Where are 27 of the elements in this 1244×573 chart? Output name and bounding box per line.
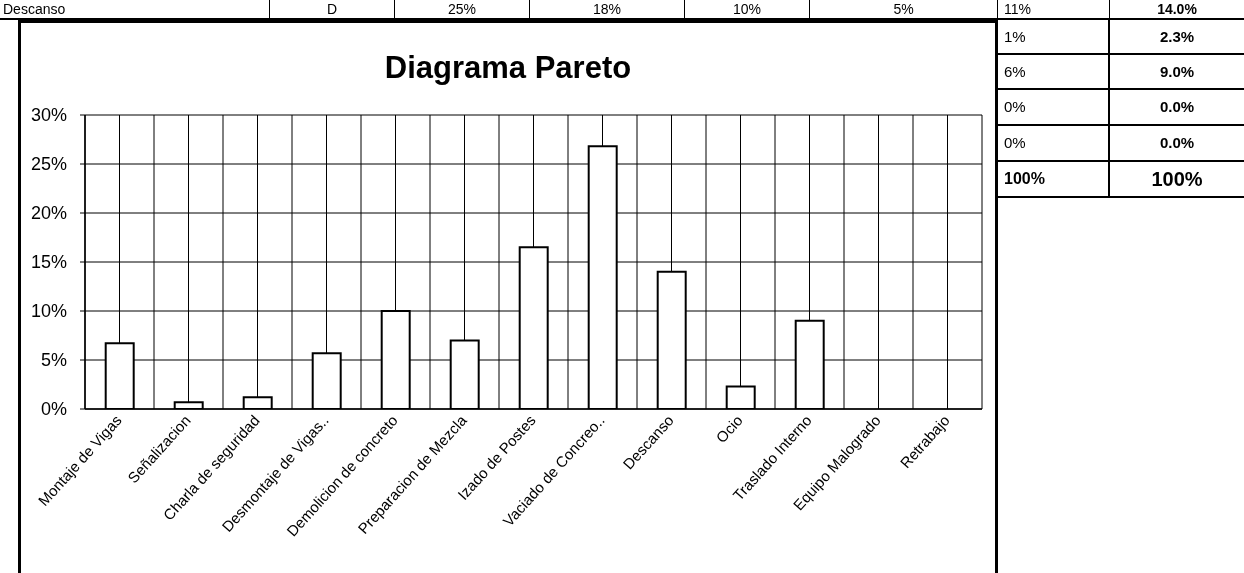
text: 11% — [1004, 1, 1031, 17]
y-tick-label: 30% — [30, 105, 67, 126]
text: 6% — [1004, 61, 1026, 82]
text: 0% — [1004, 97, 1026, 117]
text: 25% — [447, 1, 477, 17]
text: 2.3% — [1159, 26, 1195, 47]
y-tick-label: 15% — [30, 252, 67, 273]
text: D — [326, 1, 338, 17]
text: 0% — [1004, 133, 1026, 153]
text: 1% — [1004, 26, 1026, 47]
text: 100% — [1151, 168, 1203, 190]
text: 9.0% — [1159, 61, 1195, 82]
text: 0.0% — [1159, 97, 1195, 117]
y-tick-label: 20% — [30, 203, 67, 224]
text: 0.0% — [1159, 133, 1195, 153]
text: 10% — [732, 1, 762, 17]
text: 100% — [1004, 169, 1045, 189]
x-tick-label: Ocio — [712, 411, 746, 446]
text: Descanso — [3, 1, 66, 17]
y-tick-label: 0% — [40, 399, 67, 420]
text: 18% — [592, 1, 622, 17]
y-tick-label: 25% — [30, 154, 67, 175]
text: 14.0% — [1157, 1, 1197, 17]
chart-title: Diagrama Pareto — [384, 50, 632, 85]
y-tick-label: 10% — [30, 301, 67, 322]
text: 5% — [893, 1, 914, 17]
y-tick-label: 5% — [40, 350, 67, 371]
